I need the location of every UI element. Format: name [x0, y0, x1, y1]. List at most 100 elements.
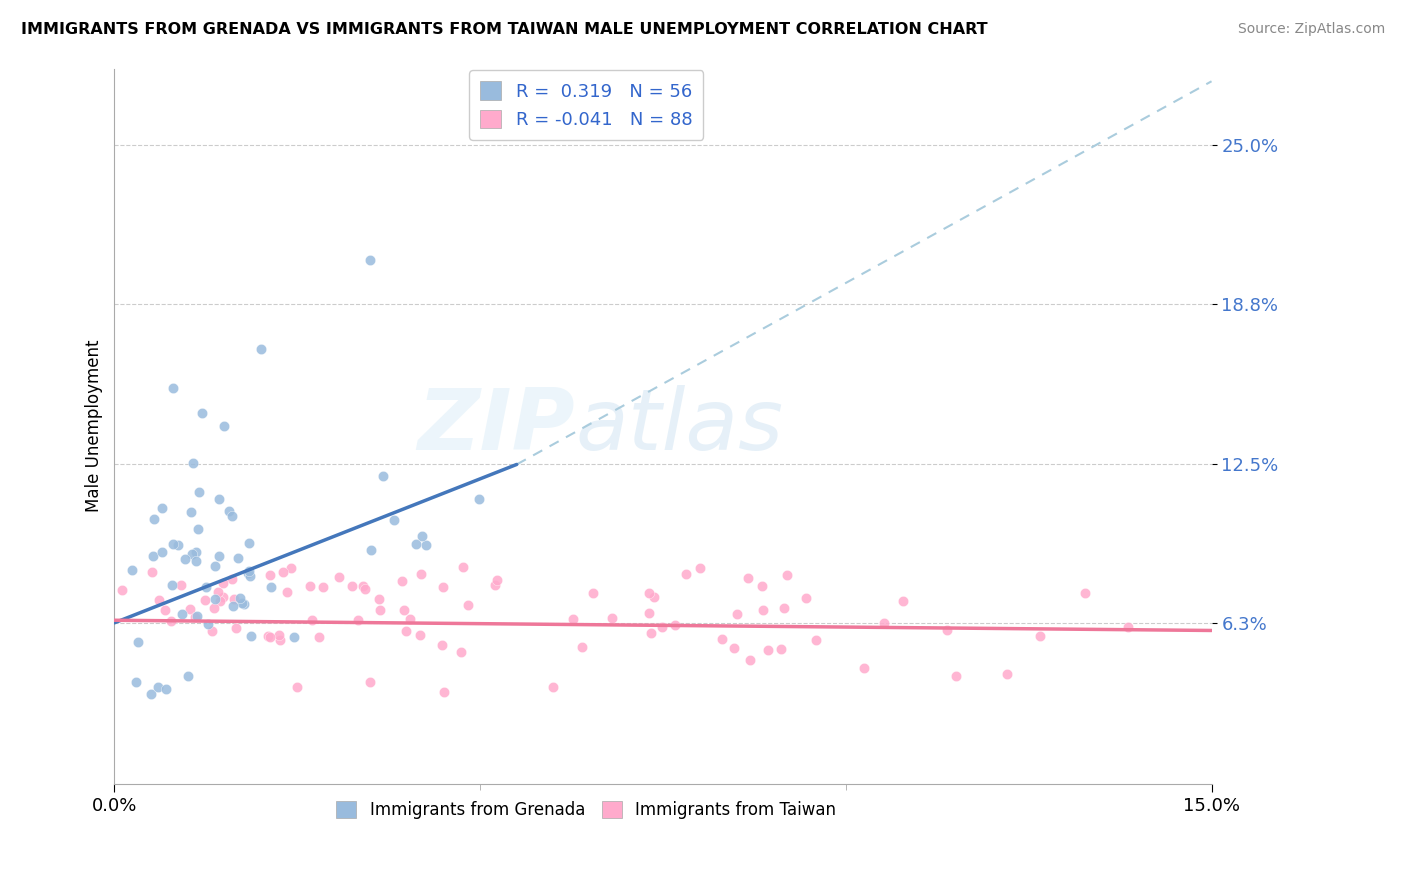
Point — [218, 503, 240, 517]
Point — [240, 629, 263, 643]
Point — [285, 680, 308, 694]
Point — [359, 253, 381, 268]
Point — [360, 543, 382, 558]
Point — [236, 566, 259, 580]
Point — [1029, 630, 1052, 644]
Point — [208, 549, 231, 563]
Point — [769, 642, 792, 657]
Point — [159, 615, 181, 629]
Point — [484, 578, 506, 592]
Point — [651, 620, 673, 634]
Point — [148, 592, 170, 607]
Point — [127, 635, 149, 649]
Point — [221, 509, 243, 524]
Point — [368, 602, 391, 616]
Point — [752, 602, 775, 616]
Point — [111, 582, 134, 597]
Point — [141, 565, 163, 579]
Point — [211, 576, 233, 591]
Point — [411, 566, 433, 581]
Point — [195, 580, 218, 594]
Point — [756, 643, 779, 657]
Point — [409, 628, 432, 642]
Point — [453, 560, 475, 574]
Point — [259, 630, 281, 644]
Point — [359, 674, 381, 689]
Point — [170, 577, 193, 591]
Point — [202, 601, 225, 615]
Point — [432, 580, 454, 594]
Point — [872, 615, 894, 630]
Point — [186, 608, 208, 623]
Point — [269, 632, 291, 647]
Point — [238, 564, 260, 578]
Point — [239, 569, 262, 583]
Point — [150, 545, 173, 559]
Point — [180, 505, 202, 519]
Point — [432, 685, 454, 699]
Point — [174, 551, 197, 566]
Point — [204, 558, 226, 573]
Point — [328, 570, 350, 584]
Point — [224, 592, 246, 607]
Point — [723, 640, 745, 655]
Point — [637, 586, 659, 600]
Point — [776, 568, 799, 582]
Point — [391, 574, 413, 588]
Point — [222, 599, 245, 613]
Point — [229, 591, 252, 606]
Point — [368, 591, 391, 606]
Text: IMMIGRANTS FROM GRENADA VS IMMIGRANTS FROM TAIWAN MALE UNEMPLOYMENT CORRELATION : IMMIGRANTS FROM GRENADA VS IMMIGRANTS FR… — [21, 22, 987, 37]
Point — [340, 579, 363, 593]
Point — [995, 666, 1018, 681]
Point — [153, 603, 176, 617]
Point — [125, 674, 148, 689]
Point — [347, 613, 370, 627]
Point — [201, 624, 224, 638]
Point — [184, 610, 207, 624]
Point — [148, 680, 170, 694]
Point — [1118, 620, 1140, 634]
Point — [751, 578, 773, 592]
Point — [226, 551, 249, 566]
Point — [794, 591, 817, 605]
Point — [276, 585, 298, 599]
Point — [891, 594, 914, 608]
Point — [689, 560, 711, 574]
Point — [395, 624, 418, 638]
Point — [141, 549, 163, 563]
Point — [233, 597, 256, 611]
Point — [186, 554, 208, 568]
Point — [249, 343, 271, 357]
Point — [450, 645, 472, 659]
Point — [430, 638, 453, 652]
Text: ZIP: ZIP — [418, 384, 575, 467]
Point — [562, 612, 585, 626]
Point — [571, 640, 593, 654]
Point — [187, 522, 209, 536]
Point — [486, 574, 509, 588]
Point — [225, 621, 247, 635]
Text: atlas: atlas — [575, 384, 783, 467]
Point — [299, 578, 322, 592]
Point — [640, 626, 662, 640]
Point — [259, 568, 281, 582]
Point — [602, 611, 624, 625]
Point — [308, 630, 330, 644]
Point — [197, 616, 219, 631]
Point — [212, 419, 235, 434]
Point — [283, 630, 305, 644]
Point — [184, 545, 207, 559]
Point — [945, 669, 967, 683]
Point — [167, 538, 190, 552]
Point — [160, 578, 183, 592]
Point — [142, 512, 165, 526]
Point — [181, 456, 204, 470]
Point — [204, 592, 226, 607]
Point — [405, 537, 427, 551]
Point — [179, 601, 201, 615]
Point — [176, 669, 198, 683]
Point — [411, 529, 433, 543]
Point — [354, 582, 377, 596]
Point — [162, 537, 184, 551]
